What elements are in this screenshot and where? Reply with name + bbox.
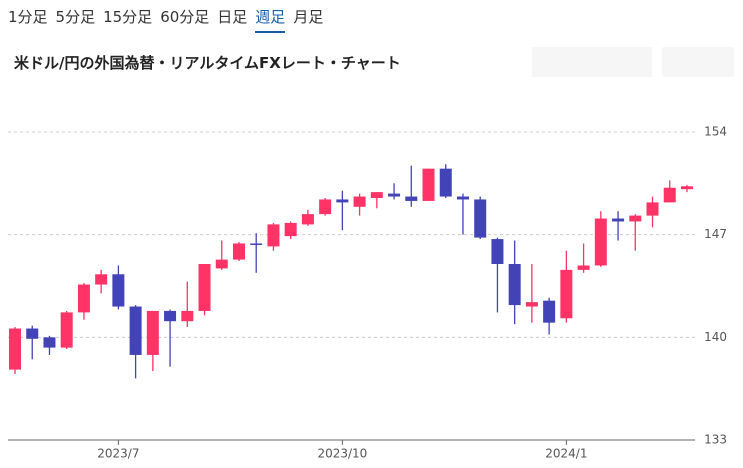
tab[interactable]: 15分足	[103, 8, 153, 26]
y-tick-label: 154	[704, 125, 727, 139]
tab[interactable]: 週足	[255, 6, 286, 33]
y-tick-label: 147	[704, 227, 727, 241]
candle-body	[60, 312, 73, 348]
x-tick-label: 2023/7	[97, 447, 139, 461]
candle-body	[577, 265, 590, 270]
x-tick-label: 2024/1	[545, 447, 587, 461]
candle-body	[26, 328, 39, 339]
tab[interactable]: 日足	[217, 8, 248, 26]
timeframe-tabs: 1分足 5分足 15分足 60分足 日足 週足 月足	[8, 6, 323, 33]
candle-body	[560, 269, 573, 319]
chart-title: 米ドル/円の外国為替・リアルタイムFXレート・チャート	[14, 54, 401, 72]
candle-body	[232, 243, 245, 260]
candle-body	[198, 264, 211, 311]
candle-body	[612, 218, 625, 222]
candle-body	[439, 168, 452, 197]
candle-body	[146, 310, 159, 355]
candle-body	[267, 224, 280, 247]
candle-body	[594, 218, 607, 266]
tab[interactable]: 1分足	[8, 8, 48, 26]
candle-body	[95, 274, 108, 285]
candle-body	[250, 243, 263, 245]
candle-body	[422, 168, 435, 201]
candle-body	[646, 202, 659, 216]
tab[interactable]: 月足	[293, 8, 324, 26]
candle-body	[543, 300, 556, 323]
placeholder	[662, 47, 734, 77]
candle-body	[215, 259, 228, 269]
x-tick-label: 2023/10	[317, 447, 367, 461]
candle-body	[129, 306, 142, 355]
candle-body	[370, 192, 383, 198]
candle-body	[43, 337, 56, 348]
candle-body	[456, 196, 469, 200]
candle-body	[353, 196, 366, 207]
candle-body	[508, 264, 521, 306]
candle-body	[388, 193, 401, 197]
candle-body	[181, 310, 194, 322]
candle-body	[77, 284, 90, 313]
candle-body	[301, 214, 314, 225]
candle-body	[491, 239, 504, 264]
candle-body	[405, 196, 418, 201]
candle-body	[474, 199, 487, 238]
candle-body	[319, 199, 332, 215]
candle-body	[164, 310, 177, 322]
candle-body	[9, 328, 21, 370]
candle-body	[336, 199, 349, 203]
candle-body	[663, 187, 676, 203]
tab[interactable]: 5分足	[55, 8, 96, 26]
candle-body	[525, 302, 538, 307]
candle-body	[284, 222, 297, 237]
placeholder	[532, 47, 652, 77]
candle-body	[112, 274, 125, 307]
candle-body	[680, 186, 693, 190]
y-tick-label: 140	[704, 330, 727, 344]
candle-body	[629, 215, 642, 222]
y-tick-label: 133	[704, 433, 727, 447]
tab[interactable]: 60分足	[160, 8, 210, 26]
